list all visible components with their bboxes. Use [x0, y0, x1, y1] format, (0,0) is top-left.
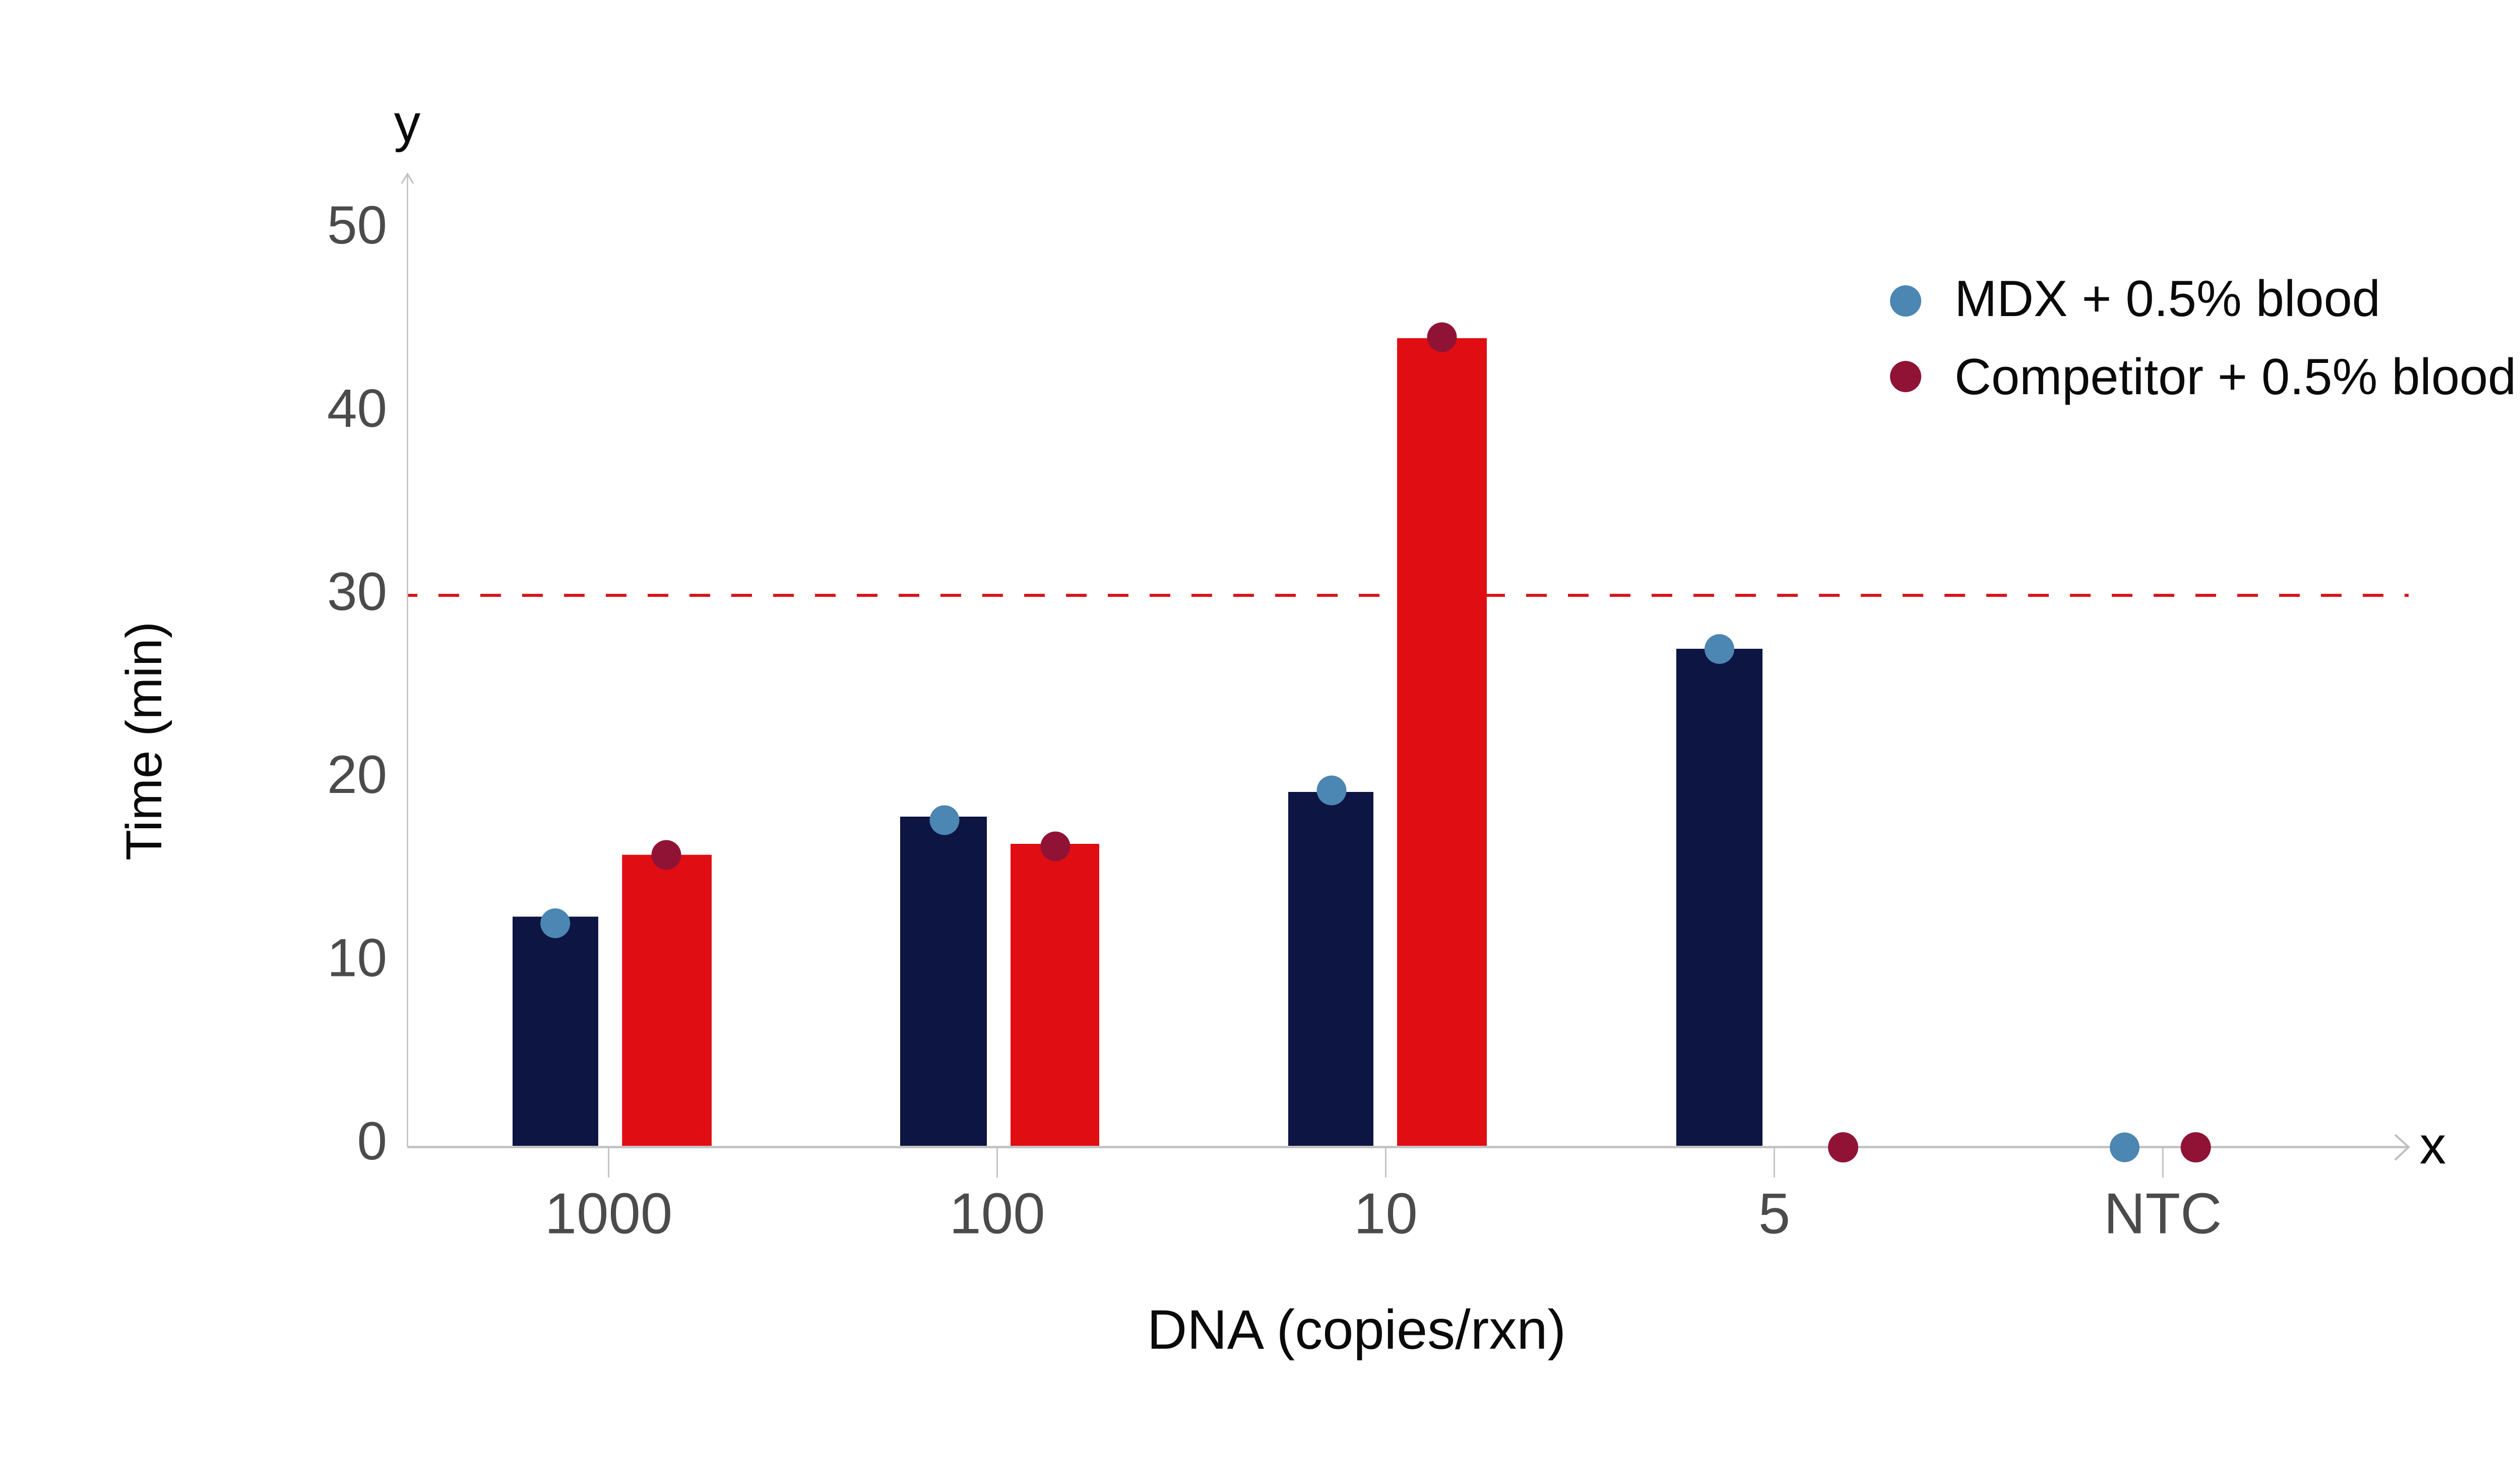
svg-text:10: 10 — [327, 928, 387, 988]
svg-text:40: 40 — [327, 378, 387, 438]
svg-text:100: 100 — [949, 1182, 1045, 1246]
svg-text:50: 50 — [327, 195, 387, 255]
svg-text:30: 30 — [327, 561, 387, 622]
svg-text:1000: 1000 — [545, 1182, 673, 1246]
svg-text:0: 0 — [357, 1111, 387, 1171]
svg-text:NTC: NTC — [2104, 1182, 2222, 1246]
svg-text:5: 5 — [1758, 1182, 1790, 1246]
svg-text:MDX + 0.5% blood: MDX + 0.5% blood — [1955, 271, 2380, 327]
svg-text:20: 20 — [327, 744, 387, 805]
svg-text:DNA (copies/rxn): DNA (copies/rxn) — [1147, 1299, 1566, 1361]
svg-text:10: 10 — [1354, 1182, 1418, 1246]
svg-text:Time (min): Time (min) — [116, 622, 172, 860]
svg-text:y: y — [394, 94, 421, 153]
svg-text:x: x — [2420, 1116, 2446, 1175]
svg-text:Competitor + 0.5% blood: Competitor + 0.5% blood — [1955, 349, 2516, 405]
